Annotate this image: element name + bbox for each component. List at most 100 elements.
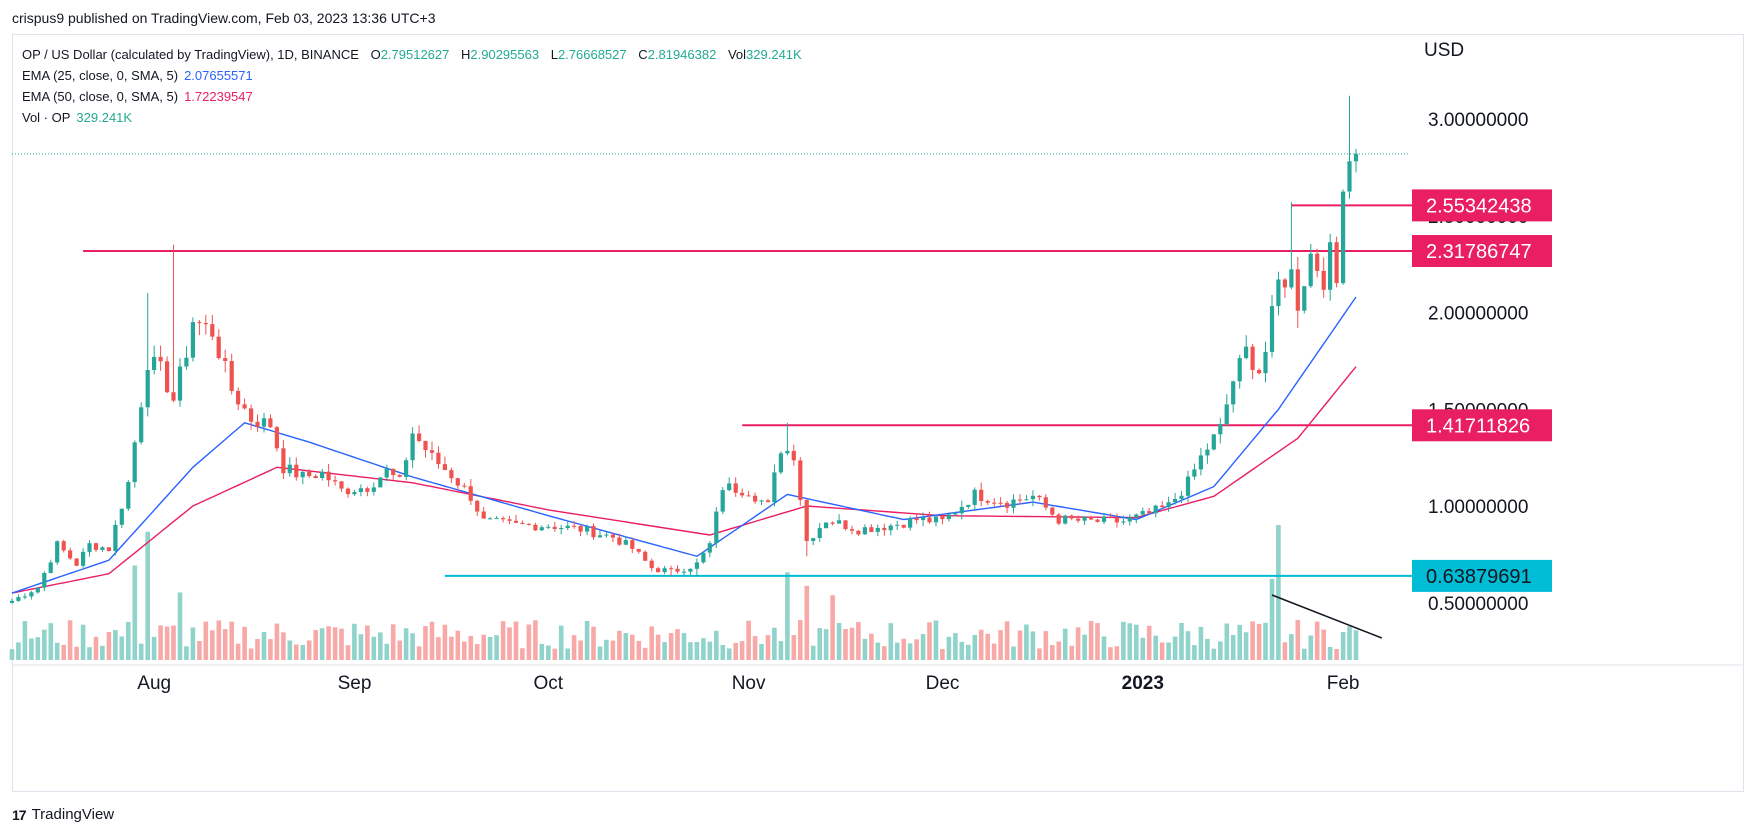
candle-body	[992, 502, 997, 504]
volume-bar	[494, 635, 499, 660]
candle-body	[707, 543, 712, 553]
volume-bar	[1185, 631, 1191, 660]
candle-body	[378, 477, 383, 488]
candle-body	[1347, 161, 1352, 192]
volume-bar	[1308, 635, 1314, 660]
volume-bar	[604, 639, 609, 660]
volume-bar	[856, 622, 861, 660]
volume-bar	[436, 637, 441, 660]
candle-body	[998, 502, 1003, 504]
horizontal-levels-layer	[12, 153, 1412, 577]
volume-bar	[449, 636, 454, 660]
y-tick-label: 2.00000000	[1428, 304, 1528, 325]
ema25-label: EMA (25, close, 0, SMA, 5)	[22, 68, 179, 83]
candle-body	[636, 549, 641, 552]
volume-bar	[668, 633, 674, 660]
volume-bar	[158, 625, 163, 660]
candle-body	[1037, 495, 1042, 498]
candle-body	[145, 370, 150, 408]
candle-body	[688, 568, 693, 572]
candles-layer	[9, 95, 1359, 604]
candle-body	[908, 518, 913, 528]
candle-body	[126, 482, 131, 509]
volume-bar	[946, 636, 952, 660]
x-tick-label: Nov	[732, 673, 766, 694]
volume-bar	[1050, 645, 1055, 660]
volume-bar	[675, 629, 680, 660]
volume-bar	[9, 649, 15, 660]
volume-bar	[306, 640, 312, 660]
chart-frame[interactable]	[12, 34, 1744, 792]
volume-bar	[281, 632, 286, 660]
candle-body	[165, 361, 170, 393]
volume-bar	[1289, 634, 1294, 660]
candle-body	[1179, 495, 1184, 499]
candle-body	[1108, 516, 1113, 518]
volume-bar	[119, 636, 125, 660]
volume-bar	[759, 644, 764, 660]
y-tick-label: 1.00000000	[1428, 497, 1528, 518]
volume-bar	[1121, 621, 1126, 660]
volume-bar	[197, 641, 202, 660]
candle-body	[216, 336, 221, 359]
volume-bar	[752, 636, 758, 660]
volume-bar	[1218, 641, 1223, 660]
candle-body	[1205, 449, 1210, 456]
candle-body	[391, 468, 396, 475]
volume-bar	[739, 641, 745, 660]
volume-bar	[222, 629, 228, 660]
x-tick-label: Feb	[1327, 673, 1360, 694]
volume-bar	[1256, 623, 1262, 660]
candle-body	[1030, 495, 1035, 500]
candle-body	[552, 526, 557, 529]
candle-body	[197, 322, 202, 324]
volume-bar	[623, 633, 629, 660]
ema50-value: 1.72239547	[184, 89, 253, 104]
volume-bar	[242, 626, 247, 660]
candle-body	[843, 520, 848, 530]
candle-body	[940, 516, 945, 520]
candle-body	[352, 492, 357, 495]
candle-body	[1244, 346, 1249, 359]
volume-bar	[29, 638, 34, 660]
volume-bar	[894, 642, 900, 660]
candle-body	[203, 323, 208, 325]
candle-body	[882, 527, 887, 531]
candle-body	[268, 418, 273, 428]
candle-body	[979, 489, 984, 501]
candle-body	[1056, 514, 1061, 524]
candle-body	[604, 534, 609, 536]
volume-bar	[287, 640, 293, 660]
candle-body	[617, 537, 622, 545]
volume-bar	[54, 642, 60, 660]
footer-brand[interactable]: 17 TradingView	[12, 806, 114, 823]
volume-bar	[87, 647, 92, 660]
volume-bar	[966, 644, 971, 660]
volume-bar	[1030, 631, 1036, 660]
candle-body	[333, 480, 338, 482]
volume-bar	[1314, 621, 1320, 660]
legend-volume-row[interactable]: Vol · OP 329.241K	[22, 107, 802, 128]
y-tick-label: 3.00000000	[1428, 110, 1528, 131]
candle-body	[404, 460, 409, 477]
candle-body	[649, 560, 654, 569]
legend-ema50-row[interactable]: EMA (50, close, 0, SMA, 5) 1.72239547	[22, 86, 802, 107]
x-tick-label: Oct	[534, 673, 564, 694]
volume-bar	[688, 642, 693, 660]
candle-body	[1218, 424, 1223, 435]
candle-body	[229, 361, 234, 391]
volume-bar	[378, 632, 383, 660]
candle-body	[849, 529, 855, 531]
volume-bar	[817, 628, 822, 660]
candle-body	[1282, 279, 1287, 288]
candle-body	[223, 358, 228, 361]
ohlc-high-value: 2.90295563	[470, 47, 540, 62]
symbol-text[interactable]: OP / US Dollar (calculated by TradingVie…	[22, 47, 359, 62]
legend-ema25-row[interactable]: EMA (25, close, 0, SMA, 5) 2.07655571	[22, 65, 802, 86]
candle-body	[1082, 516, 1087, 521]
volume-bar	[882, 646, 887, 660]
candle-body	[1063, 515, 1068, 524]
volume-bar	[1211, 648, 1217, 660]
volume-bar	[1088, 620, 1094, 660]
